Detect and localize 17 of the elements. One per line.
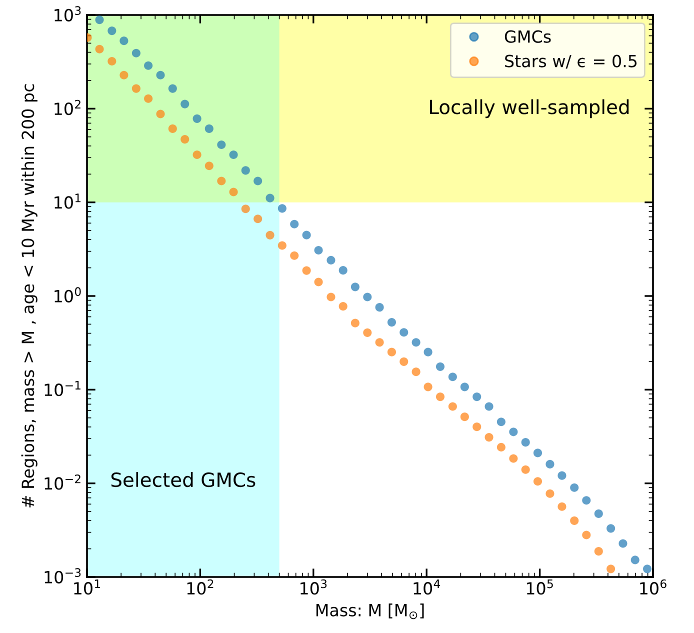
y-tick-label: 10$^{1}$ <box>54 194 81 209</box>
y-tick-label: 10$^{−1}$ <box>44 381 80 396</box>
x-axis-title: Mass: M [M$_{⊙}$] <box>316 604 424 620</box>
y-tick-label: 10$^{0}$ <box>54 287 81 302</box>
y-tick-label: 10$^{3}$ <box>54 6 81 22</box>
band-label: Selected GMCs <box>111 472 256 488</box>
x-tick-label: 10$^{2}$ <box>187 579 214 595</box>
legend-label: Stars w/ ϵ = 0.5 <box>505 54 637 69</box>
x-tick-label: 10$^{4}$ <box>414 580 440 595</box>
y-tick-label: 10$^{2}$ <box>54 100 80 116</box>
x-tick-label: 10$^{3}$ <box>300 579 327 595</box>
y-tick-label: 10$^{−2}$ <box>44 474 80 490</box>
band-label: Locally well-sampled <box>430 99 629 118</box>
y-axis-title: # Regions, mass > M , age < 10 Myr within 200 pc <box>21 84 38 508</box>
legend-label: GMCs <box>504 30 551 43</box>
x-tick-label: 10$^{5}$ <box>526 580 553 595</box>
x-tick-label: 10$^{6}$ <box>640 579 666 595</box>
